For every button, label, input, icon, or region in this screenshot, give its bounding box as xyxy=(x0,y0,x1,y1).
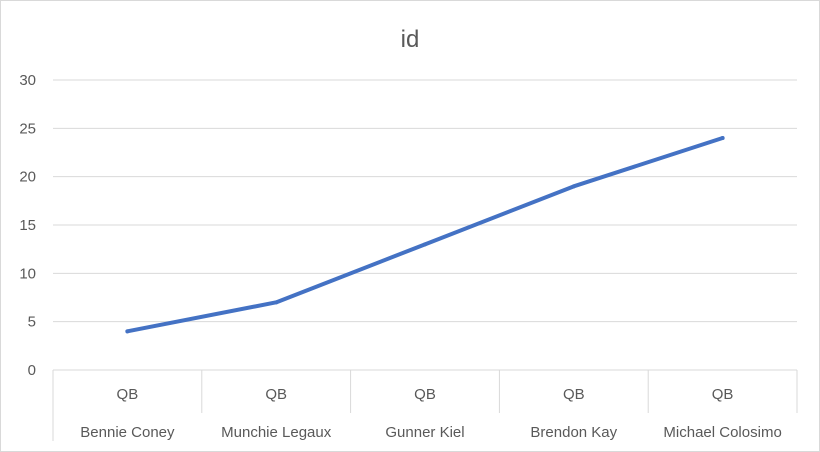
x-group-label: QB xyxy=(117,386,139,403)
x-category-label: Munchie Legaux xyxy=(221,424,332,441)
data-point xyxy=(571,184,576,189)
y-tick-label: 10 xyxy=(19,265,36,282)
x-group-label: QB xyxy=(563,386,585,403)
x-group-label: QB xyxy=(265,386,287,403)
series-layer xyxy=(125,136,725,334)
y-tick-label: 15 xyxy=(19,217,36,234)
data-point xyxy=(423,242,427,247)
data-point xyxy=(125,329,130,334)
data-point xyxy=(274,300,279,305)
x-category-label: Brendon Kay xyxy=(530,424,617,441)
x-group-label: QB xyxy=(414,386,436,403)
y-tick-label: 0 xyxy=(28,362,36,379)
chart-title: id xyxy=(401,26,420,53)
x-category-label: Bennie Coney xyxy=(80,424,175,441)
x-axis: QB Bennie Coney QB Munchie Legaux QB Gunner K… xyxy=(52,369,798,441)
y-axis-ticks: 0 5 10 15 20 25 30 xyxy=(19,72,36,379)
x-category-label: Michael Colosimo xyxy=(663,424,781,441)
series-line xyxy=(125,136,725,334)
y-tick-label: 5 xyxy=(28,314,36,331)
x-category-label: Gunner Kiel xyxy=(385,424,464,441)
y-tick-label: 25 xyxy=(19,120,36,137)
x-group-label: QB xyxy=(712,386,734,403)
data-point xyxy=(720,136,725,140)
gridlines xyxy=(53,79,797,323)
y-tick-label: 30 xyxy=(19,72,36,89)
y-tick-label: 20 xyxy=(19,169,36,186)
